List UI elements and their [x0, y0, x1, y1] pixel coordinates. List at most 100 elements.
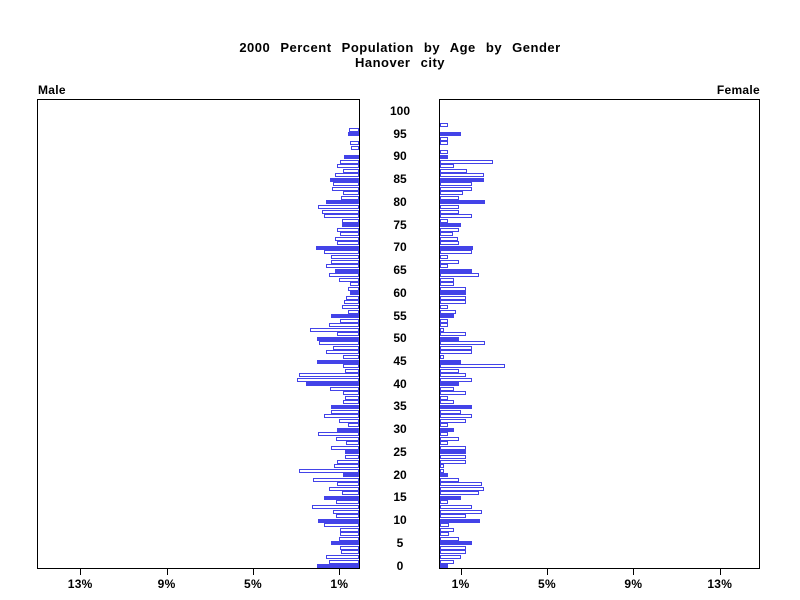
male-bar-age-39: [329, 386, 359, 391]
female-bar-age-40: [440, 382, 460, 387]
male-bar-age-64: [328, 273, 359, 278]
age-tick-label-20: 20: [393, 467, 407, 482]
female-bar-age-75: [440, 223, 461, 228]
male-bar-age-53: [328, 323, 359, 328]
male-bar-age-68: [330, 254, 359, 259]
female-bar-age-56: [440, 309, 457, 314]
male-bar-age-63: [338, 277, 359, 282]
female-bar-age-5: [440, 541, 473, 546]
male-bar-age-19: [312, 477, 359, 482]
male-bar-age-70: [315, 245, 359, 250]
male-bar-age-90: [343, 154, 359, 159]
male-bar-age-59: [346, 295, 359, 300]
male-bar-age-93: [350, 141, 359, 146]
male-bar-age-7: [339, 532, 359, 537]
female-bar-age-13: [440, 504, 473, 509]
male-bar-age-84: [333, 182, 359, 187]
female-bar-age-59: [440, 295, 466, 300]
male-bar-age-56: [348, 309, 359, 314]
male-bar-age-62: [350, 282, 359, 287]
female-bar-age-55: [440, 314, 454, 318]
male-bar-age-24: [345, 454, 359, 459]
male-panel: [37, 99, 360, 569]
female-bar-age-28: [440, 436, 460, 441]
female-bar-age-20: [440, 473, 448, 478]
female-bar-age-72: [440, 236, 459, 241]
male-bar-age-72: [335, 236, 359, 241]
age-tick-label-5: 5: [396, 535, 404, 550]
male-bar-age-29: [318, 432, 359, 437]
female-bar-age-37: [440, 395, 448, 400]
female-bar-age-1: [440, 559, 454, 564]
female-bar-age-66: [440, 264, 448, 268]
male-bar-age-87: [342, 168, 359, 173]
male-bar-age-82: [342, 191, 359, 196]
female-bar-age-44: [440, 364, 505, 368]
male-bar-age-43: [345, 368, 359, 373]
female-bar-age-12: [440, 509, 483, 514]
female-bar-age-16: [440, 491, 479, 496]
female-bar-age-7: [440, 532, 449, 537]
female-bar-age-39: [440, 386, 454, 391]
pct-tick-mark: [166, 569, 168, 575]
male-bar-age-74: [337, 227, 359, 232]
female-bar-age-22: [440, 464, 445, 468]
male-bar-age-20: [342, 473, 359, 478]
female-bar-age-89: [440, 159, 493, 164]
male-bar-age-1: [328, 559, 359, 564]
pct-tick-label: 13%: [707, 577, 733, 591]
female-bar-age-18: [440, 482, 483, 487]
age-tick-label-95: 95: [393, 126, 407, 141]
female-bar-age-43: [440, 368, 460, 373]
female-bar-age-24: [440, 454, 466, 459]
pct-tick-mark: [80, 569, 82, 575]
female-bar-age-51: [440, 332, 466, 337]
male-bar-age-30: [337, 427, 359, 432]
male-bar-age-37: [345, 395, 359, 400]
male-bar-age-76: [341, 218, 359, 223]
female-bar-age-0: [440, 564, 448, 568]
female-bar-age-64: [440, 273, 479, 278]
female-bar-age-86: [440, 173, 485, 178]
female-bar-age-50: [440, 336, 460, 341]
male-bar-age-89: [339, 159, 359, 164]
male-bar-age-51: [337, 332, 359, 337]
pct-tick-label: 5%: [244, 577, 262, 591]
female-bar-age-81: [440, 195, 460, 200]
female-bar-age-65: [440, 268, 473, 273]
age-tick-label-35: 35: [393, 399, 407, 414]
female-bar-age-57: [440, 304, 448, 309]
male-bar-age-2: [325, 554, 359, 559]
male-bar-age-95: [348, 132, 359, 137]
male-bar-age-55: [330, 314, 359, 318]
male-bar-age-41: [297, 377, 359, 382]
pct-tick-label: 5%: [538, 577, 556, 591]
male-bar-age-4: [339, 545, 359, 550]
male-bar-age-34: [330, 409, 359, 414]
male-bar-age-35: [330, 404, 359, 409]
female-bar-age-36: [440, 400, 454, 405]
age-tick-label-75: 75: [393, 217, 407, 232]
female-bar-age-80: [440, 200, 486, 205]
female-bar-age-54: [440, 318, 448, 323]
female-bar-age-73: [440, 232, 453, 237]
male-bar-age-17: [328, 486, 359, 491]
pct-tick-mark: [460, 569, 462, 575]
female-bar-age-84: [440, 182, 473, 187]
male-bar-age-88: [337, 164, 359, 168]
female-bar-age-41: [440, 377, 473, 382]
female-bar-age-78: [440, 209, 459, 214]
pct-tick-label: 1%: [330, 577, 349, 591]
age-tick-label-65: 65: [393, 263, 407, 278]
male-bar-age-60: [350, 291, 359, 296]
female-bar-age-70: [440, 245, 473, 250]
age-tick-label-80: 80: [393, 194, 407, 209]
male-bar-age-65: [335, 268, 359, 273]
male-bar-age-73: [339, 232, 359, 237]
female-bar-age-25: [440, 450, 466, 455]
male-bar-age-16: [341, 491, 359, 496]
male-bar-age-61: [348, 286, 359, 291]
male-bar-age-57: [341, 304, 359, 309]
female-bar-age-42: [440, 373, 466, 378]
male-bar-age-46: [342, 354, 359, 359]
